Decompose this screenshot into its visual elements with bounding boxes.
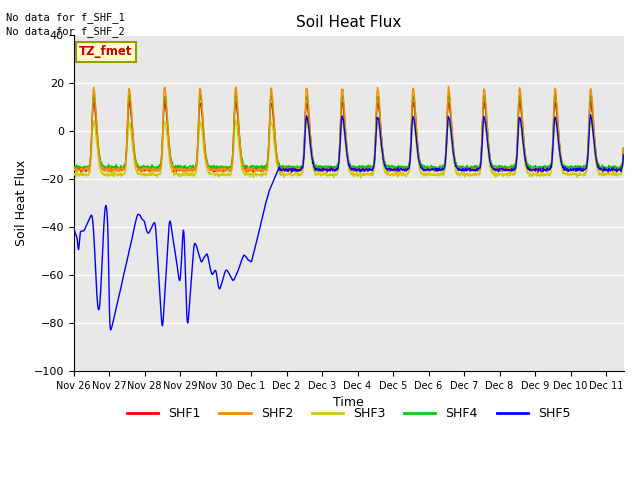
Text: No data for f_SHF_2: No data for f_SHF_2 [6, 26, 125, 37]
Legend: SHF1, SHF2, SHF3, SHF4, SHF5: SHF1, SHF2, SHF3, SHF4, SHF5 [122, 402, 575, 425]
Y-axis label: Soil Heat Flux: Soil Heat Flux [15, 160, 28, 246]
Title: Soil Heat Flux: Soil Heat Flux [296, 15, 401, 30]
Text: No data for f_SHF_1: No data for f_SHF_1 [6, 12, 125, 23]
X-axis label: Time: Time [333, 396, 364, 409]
Text: TZ_fmet: TZ_fmet [79, 46, 132, 59]
